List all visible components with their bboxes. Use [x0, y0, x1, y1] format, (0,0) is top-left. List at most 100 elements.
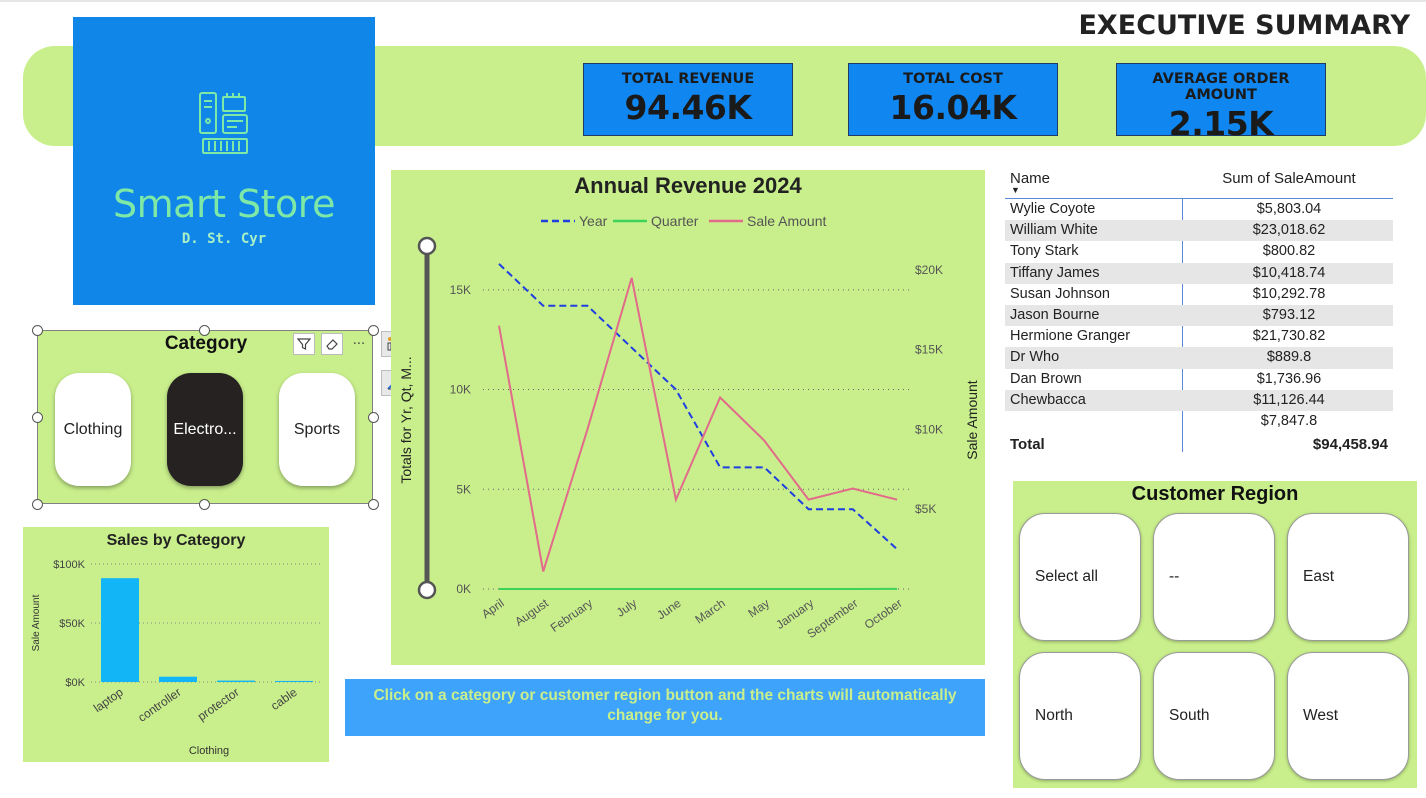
store-logo: Smart Store D. St. Cyr	[73, 17, 375, 305]
cell-name: Wylie Coyote	[1010, 201, 1096, 217]
chart-title: Annual Revenue 2024	[574, 173, 802, 198]
more-options-icon[interactable]: ···	[352, 336, 366, 352]
table-row[interactable]: Tiffany James $10,418.74	[1005, 262, 1393, 284]
region-button-blank[interactable]: --	[1153, 513, 1275, 641]
table-row[interactable]: $7,847.8	[1005, 411, 1393, 432]
top-divider	[0, 0, 1426, 2]
legend-label: Quarter	[651, 213, 699, 229]
legend-label: Sale Amount	[747, 213, 826, 229]
y-tick-label: $0K	[65, 677, 85, 689]
region-button-north[interactable]: North	[1019, 652, 1141, 780]
cell-name: Jason Bourne	[1010, 306, 1100, 323]
table-row[interactable]: Jason Bourne $793.12	[1005, 304, 1393, 327]
cell-name: William White	[1010, 222, 1098, 239]
region-button-east[interactable]: East	[1287, 513, 1409, 641]
y-tick-label: $50K	[59, 618, 85, 630]
resize-handle[interactable]	[199, 499, 210, 510]
chart-title: Sales by Category	[107, 532, 246, 549]
bar[interactable]	[217, 680, 255, 682]
cell-name: Dan Brown	[1010, 370, 1082, 387]
customer-region-slicer[interactable]: Customer Region Select all -- East North…	[1013, 481, 1417, 788]
cell-amount: $1,736.96	[1256, 370, 1322, 387]
column-header-amount[interactable]: Sum of SaleAmount	[1222, 170, 1356, 187]
x-tick-label: February	[548, 596, 595, 635]
filter-icon[interactable]	[293, 333, 315, 355]
x-tick-label: July	[614, 596, 640, 620]
table-row[interactable]: William White $23,018.62	[1005, 220, 1393, 242]
region-slicer-title: Customer Region	[1131, 483, 1299, 505]
cell-amount: $11,126.44	[1253, 391, 1325, 408]
kpi-label: TOTAL REVENUE	[621, 71, 755, 87]
category-button-clothing[interactable]: Clothing	[55, 373, 131, 486]
table-row[interactable]: Susan Johnson $10,292.78	[1005, 284, 1393, 305]
sales-by-category-chart: Sales by Category Sale Amount Clothing $…	[23, 527, 329, 762]
bar[interactable]	[159, 676, 197, 682]
y2-tick-label: $20K	[915, 263, 943, 277]
instruction-banner: Click on a category or customer region b…	[345, 679, 985, 736]
cell-name: Susan Johnson	[1010, 285, 1110, 302]
eraser-icon[interactable]	[321, 333, 343, 355]
y2-tick-label: $10K	[915, 422, 943, 436]
series-line-sale-amount[interactable]	[498, 277, 898, 572]
bar[interactable]	[101, 578, 139, 682]
annual-revenue-svg: Annual Revenue 2024 Totals for Yr, Qt, M…	[398, 173, 980, 641]
resize-handle[interactable]	[368, 499, 379, 510]
resize-handle[interactable]	[32, 325, 43, 336]
cell-amount: $7,847.8	[1260, 412, 1318, 429]
cell-name: Chewbacca	[1010, 391, 1086, 408]
x-axis-label: Clothing	[189, 745, 229, 757]
kpi-label: AVERAGE ORDER AMOUNT	[1152, 71, 1290, 103]
resize-handle[interactable]	[368, 325, 379, 336]
kpi-total-revenue: TOTAL REVENUE 94.46K	[583, 63, 793, 136]
legend-label: Year	[579, 213, 608, 229]
cell-amount: $793.12	[1262, 306, 1316, 323]
category-button-electronics[interactable]: Electro...	[167, 373, 243, 486]
table-row[interactable]: Tony Stark $800.82	[1005, 241, 1393, 262]
table-row[interactable]: Chewbacca $11,126.44	[1005, 389, 1393, 411]
table-row[interactable]: Dr Who $889.8	[1005, 347, 1393, 369]
y-tick-label: 5K	[456, 482, 471, 496]
kpi-label: TOTAL COST	[903, 71, 1003, 87]
y-tick-label: $100K	[53, 559, 85, 571]
table-header: Name ▼ Sum of SaleAmount	[1005, 165, 1393, 199]
resize-handle[interactable]	[199, 325, 210, 336]
x-tick-label: October	[862, 596, 905, 632]
computer-hardware-icon	[197, 91, 251, 181]
series-line-year[interactable]	[498, 263, 898, 550]
cell-amount: $10,292.78	[1252, 285, 1326, 302]
category-slicer[interactable]: Category ··· Clothing Electro... Sports	[37, 330, 373, 504]
resize-handle[interactable]	[32, 412, 43, 423]
total-label: Total	[1010, 436, 1045, 454]
range-slider-handle-bottom[interactable]	[417, 580, 437, 600]
region-button-west[interactable]: West	[1287, 652, 1409, 780]
table-row[interactable]: Hermione Granger $21,730.82	[1005, 326, 1393, 347]
cell-name: Hermione Granger	[1010, 328, 1131, 345]
cell-name: Tony Stark	[1010, 243, 1079, 260]
resize-handle[interactable]	[32, 499, 43, 510]
resize-handle[interactable]	[368, 412, 379, 423]
kpi-value: 16.04K	[889, 88, 1017, 127]
cell-amount: $10,418.74	[1252, 264, 1326, 281]
column-header-name[interactable]: Name	[1010, 170, 1051, 187]
sort-desc-icon[interactable]: ▼	[1011, 185, 1020, 195]
region-button-south[interactable]: South	[1153, 652, 1275, 780]
y-axis-label: Totals for Yr, Qt, M...	[398, 356, 414, 483]
kpi-average-order: AVERAGE ORDER AMOUNT 2.15K	[1116, 63, 1326, 143]
annual-revenue-chart: Annual Revenue 2024 Totals for Yr, Qt, M…	[391, 170, 985, 665]
bar[interactable]	[275, 680, 313, 682]
range-slider-handle-top[interactable]	[417, 236, 437, 256]
x-tick-label: laptop	[91, 685, 126, 715]
sales-table: Name ▼ Sum of SaleAmount Wylie Coyote $5,…	[1005, 165, 1393, 456]
page-title: EXECUTIVE SUMMARY	[1078, 10, 1410, 41]
y-tick-label: 15K	[450, 283, 471, 297]
region-button-select-all[interactable]: Select all	[1019, 513, 1141, 641]
category-button-sports[interactable]: Sports	[279, 373, 355, 486]
table-row[interactable]: Wylie Coyote $5,803.04	[1005, 199, 1393, 220]
table-total-row: Total $94,458.94	[1005, 432, 1393, 456]
cell-name: Tiffany James	[1010, 264, 1100, 281]
x-tick-label: April	[479, 596, 507, 621]
cell-name: Dr Who	[1010, 349, 1060, 366]
y-axis-label: Sale Amount	[31, 594, 42, 651]
table-row[interactable]: Dan Brown $1,736.96	[1005, 369, 1393, 390]
y2-tick-label: $5K	[915, 502, 936, 516]
